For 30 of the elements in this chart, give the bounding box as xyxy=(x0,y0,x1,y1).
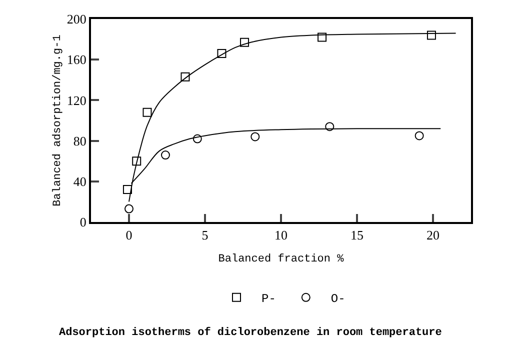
x-tick-label: 20 xyxy=(426,228,440,243)
x-tick-label: 0 xyxy=(126,228,132,243)
legend-label: P- xyxy=(262,292,276,306)
point xyxy=(414,131,424,140)
x-tick-label: 5 xyxy=(202,228,208,243)
x-tick-label: 15 xyxy=(350,228,364,243)
point xyxy=(217,49,226,58)
x-axis-title: Balanced fraction % xyxy=(218,253,344,266)
point xyxy=(132,156,142,166)
y-tick-label: 200 xyxy=(66,12,86,27)
legend-label: O- xyxy=(330,292,346,306)
y-tick-label: 80 xyxy=(73,133,86,148)
y-axis-title: Balanced adsorption/mg.g-1 xyxy=(52,34,64,206)
point xyxy=(250,132,260,142)
point xyxy=(240,38,250,47)
y-tick-label: 0 xyxy=(80,214,86,230)
y-tick-label: 120 xyxy=(66,92,86,108)
point xyxy=(160,150,170,160)
y-tick-label: 40 xyxy=(73,174,86,189)
point xyxy=(192,134,202,144)
point xyxy=(325,122,334,132)
y-tick-label: 160 xyxy=(66,52,86,68)
point xyxy=(180,72,190,82)
x-tick-label: 10 xyxy=(274,228,288,243)
point xyxy=(124,204,134,214)
point xyxy=(426,30,436,40)
text: Adsorption isotherms of diclorobenzene in room temperature xyxy=(59,326,442,339)
point xyxy=(122,185,132,194)
point xyxy=(318,32,327,42)
point xyxy=(142,108,152,117)
